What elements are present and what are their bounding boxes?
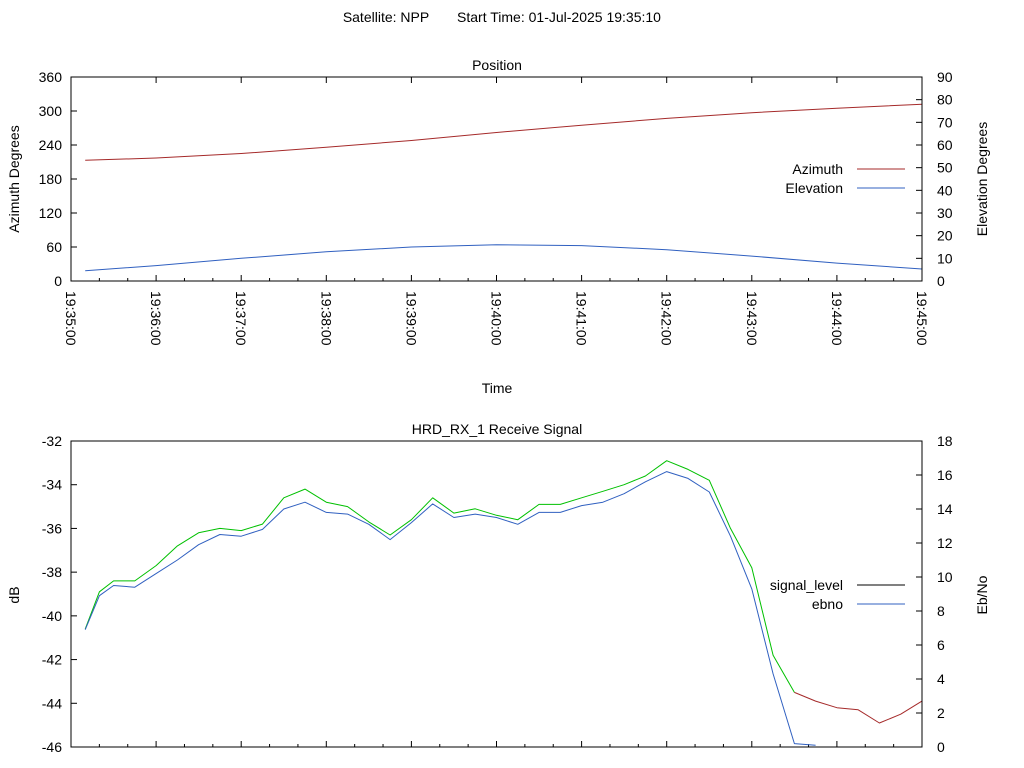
- y-tick-label: 60: [46, 239, 62, 255]
- x-tick-label: 19:40:00: [489, 291, 505, 346]
- signal-series: [84, 460, 923, 746]
- y2-tick-label: 80: [937, 92, 953, 108]
- y2-tick-label: 18: [937, 433, 953, 449]
- y2-tick-label: 0: [937, 273, 945, 289]
- legend-azimuth-label: Azimuth: [792, 161, 843, 177]
- signal-y-axis-label: dB: [6, 586, 22, 603]
- y2-tick-label: 2: [937, 705, 945, 721]
- y2-tick-label: 10: [937, 250, 953, 266]
- start-time-label: Start Time: 01-Jul-2025 19:35:10: [457, 9, 661, 25]
- y2-tick-label: 30: [937, 205, 953, 221]
- y-tick-label: 0: [54, 273, 62, 289]
- x-tick-label: 19:41:00: [574, 291, 590, 346]
- signal-axes: -46 -44 -42 -40 -38 -36 -34 -32 0 2 4 6 8 10 12 14 16 18: [42, 433, 953, 755]
- y2-tick-label: 0: [937, 739, 945, 755]
- y2-tick-label: 10: [937, 569, 953, 585]
- y2-tick-label: 90: [937, 69, 953, 85]
- azimuth-series-line: [85, 103, 923, 161]
- position-plot-frame: [70, 76, 923, 282]
- x-tick-label: 19:36:00: [148, 291, 164, 346]
- legend-ebno-label: ebno: [812, 596, 843, 612]
- y-tick-label: 360: [39, 69, 63, 85]
- x-tick-label: 19:45:00: [914, 291, 930, 346]
- x-tick-label: 19:42:00: [659, 291, 675, 346]
- x-tick-label: 19:39:00: [403, 291, 419, 346]
- y-tick-label: -42: [42, 652, 62, 668]
- position-axes: 0 60 120 180 240 300 360 0 10 20 30 40 50 60 70 80 90 19:…: [39, 69, 953, 346]
- position-y-axis-label: Azimuth Degrees: [6, 125, 22, 232]
- y2-tick-label: 70: [937, 114, 953, 130]
- signal-y2-axis-label: Eb/No: [974, 575, 990, 614]
- y-tick-label: -38: [42, 564, 62, 580]
- y-tick-label: -44: [42, 695, 62, 711]
- signal-level-series-line: [84, 460, 795, 693]
- signal-plot-frame: [70, 440, 923, 748]
- y2-tick-label: 4: [937, 671, 945, 687]
- y-tick-label: 120: [39, 205, 63, 221]
- y2-tick-label: 50: [937, 160, 953, 176]
- y-tick-label: 180: [39, 171, 63, 187]
- x-tick-label: 19:37:00: [233, 291, 249, 346]
- x-tick-label: 19:35:00: [63, 291, 79, 346]
- legend-signal-level-label: signal_level: [770, 577, 843, 593]
- position-chart-title: Position: [472, 57, 522, 73]
- x-tick-label: 19:38:00: [318, 291, 334, 346]
- legend-elevation-label: Elevation: [785, 180, 843, 196]
- position-chart: Position Azimuth Degrees Elevation Degre…: [6, 57, 990, 396]
- signal-chart: HRD_RX_1 Receive Signal dB Eb/No -46-44-…: [6, 421, 990, 755]
- y-tick-label: -46: [42, 739, 62, 755]
- y2-tick-label: 14: [937, 501, 953, 517]
- position-x-axis-label: Time: [482, 380, 513, 396]
- x-tick-label: 19:44:00: [829, 291, 845, 346]
- y2-tick-label: 12: [937, 535, 953, 551]
- y-tick-label: -32: [42, 433, 62, 449]
- y-tick-label: -40: [42, 608, 62, 624]
- y-tick-label: 300: [39, 103, 63, 119]
- satellite-label: Satellite: NPP: [343, 9, 429, 25]
- y2-tick-label: 40: [937, 182, 953, 198]
- position-series: [85, 103, 923, 272]
- x-tick-label: 19:43:00: [744, 291, 760, 346]
- signal-chart-title: HRD_RX_1 Receive Signal: [412, 421, 582, 437]
- signal-level-series-line-degraded: [794, 691, 923, 724]
- y2-tick-label: 60: [937, 137, 953, 153]
- ebno-series-line: [84, 471, 816, 746]
- y2-tick-label: 8: [937, 603, 945, 619]
- signal-legend: signal_level ebno: [770, 577, 905, 612]
- y2-tick-label: 6: [937, 637, 945, 653]
- elevation-series-line: [85, 244, 923, 272]
- y-tick-label: 240: [39, 137, 63, 153]
- y-tick-label: -36: [42, 520, 62, 536]
- position-legend: Azimuth Elevation: [785, 161, 905, 196]
- position-y2-axis-label: Elevation Degrees: [974, 122, 990, 236]
- y-tick-label: -34: [42, 477, 62, 493]
- y2-tick-label: 20: [937, 228, 953, 244]
- y2-tick-label: 16: [937, 467, 953, 483]
